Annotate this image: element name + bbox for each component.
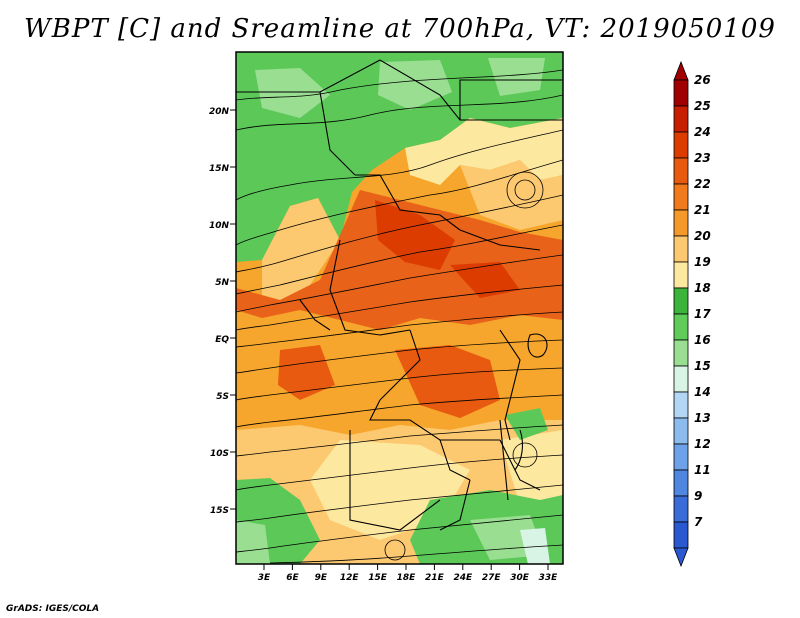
legend-swatch — [673, 209, 689, 237]
lon-tick-label: 21E — [425, 573, 445, 583]
lon-tick-label: 24E — [453, 573, 473, 583]
legend-arrow-top — [673, 60, 689, 81]
wbpt-field-red-center — [375, 200, 455, 270]
wbpt-field-lightgreen-southwest — [236, 520, 270, 564]
lat-tick-label: 5S — [216, 392, 229, 402]
lat-tick-label: 10N — [209, 221, 230, 231]
wbpt-field-red-center-2 — [450, 262, 520, 298]
legend-swatch — [673, 443, 689, 471]
legend-label: 24 — [694, 125, 711, 139]
legend-label: 12 — [694, 437, 711, 451]
legend-label: 9 — [694, 489, 702, 503]
legend-swatch — [673, 365, 689, 393]
wbpt-field-yellow-north — [405, 118, 563, 185]
lat-tick-label: 15N — [209, 164, 230, 174]
wbpt-field-lightgreen-north — [255, 68, 330, 118]
wbpt-field-red-south-2 — [278, 345, 335, 400]
legend-label: 19 — [694, 255, 711, 269]
longitude-axis: 3E 6E 9E 12E 15E 18E 21E 24E 27E 30E 33E — [258, 564, 558, 583]
wbpt-field-lightgreen-north-3 — [488, 58, 545, 96]
legend-swatch — [673, 183, 689, 211]
chart-title: WBPT [C] and Sreamline at 700hPa, VT: 20… — [24, 14, 776, 44]
lat-tick-label: 15S — [210, 506, 229, 516]
legend-swatch — [673, 417, 689, 445]
legend-arrow-bottom — [673, 547, 689, 568]
lon-tick-label: 27E — [482, 573, 502, 583]
lon-tick-label: 9E — [315, 573, 328, 583]
legend-swatch — [673, 391, 689, 419]
legend-label: 20 — [694, 229, 711, 243]
latitude-axis: 20N 15N 10N 5N EQ 5S 10S 15S — [209, 107, 236, 516]
legend-swatch — [673, 235, 689, 263]
legend-label: 26 — [694, 73, 711, 87]
legend-label: 16 — [694, 333, 711, 347]
lon-tick-label: 30E — [510, 573, 530, 583]
legend-label: 14 — [694, 385, 711, 399]
legend-swatch — [673, 261, 689, 289]
legend-swatch — [673, 495, 689, 523]
lat-tick-label: 5N — [215, 278, 229, 288]
legend-label: 7 — [694, 515, 703, 529]
streamlines — [236, 69, 563, 564]
legend-swatch — [673, 339, 689, 367]
software-credit: GrADS: IGES/COLA — [6, 604, 100, 614]
legend-swatch — [673, 521, 689, 549]
legend-swatch — [673, 131, 689, 159]
lake-outlines — [499, 333, 548, 501]
legend-swatch — [673, 79, 689, 107]
legend-label: 17 — [694, 307, 711, 321]
lon-tick-label: 3E — [258, 573, 271, 583]
legend-swatch — [673, 313, 689, 341]
legend-label: 13 — [694, 411, 711, 425]
wbpt-field-pale-southeast — [520, 528, 550, 564]
legend-label: 15 — [694, 359, 711, 373]
legend-swatch — [673, 287, 689, 315]
lat-tick-label: 20N — [209, 107, 230, 117]
legend-label: 25 — [694, 99, 711, 113]
color-legend: 26 25 24 23 22 21 20 19 18 17 16 15 14 13 12 11 9 7 — [673, 60, 711, 568]
legend-label: 18 — [694, 281, 711, 295]
legend-swatch — [673, 157, 689, 185]
wbpt-field-green-east — [505, 408, 548, 440]
wbpt-field-tan-northeast — [460, 160, 563, 230]
map-frame — [235, 51, 564, 565]
lat-tick-label: 10S — [210, 449, 229, 459]
lon-tick-label: 18E — [397, 573, 417, 583]
legend-swatch — [673, 469, 689, 497]
legend-label: 21 — [694, 203, 711, 217]
wbpt-field-tan-northwest — [262, 198, 340, 300]
lat-tick-label: EQ — [215, 335, 229, 345]
wbpt-field-lightgreen-north-2 — [378, 60, 452, 110]
legend-swatch — [673, 105, 689, 133]
country-borders — [236, 59, 563, 531]
lon-tick-label: 6E — [286, 573, 299, 583]
legend-label: 23 — [694, 151, 711, 165]
lon-tick-label: 33E — [539, 573, 559, 583]
lon-tick-label: 15E — [368, 573, 388, 583]
lon-tick-label: 12E — [340, 573, 360, 583]
legend-label: 11 — [694, 463, 711, 477]
legend-label: 22 — [694, 177, 711, 191]
